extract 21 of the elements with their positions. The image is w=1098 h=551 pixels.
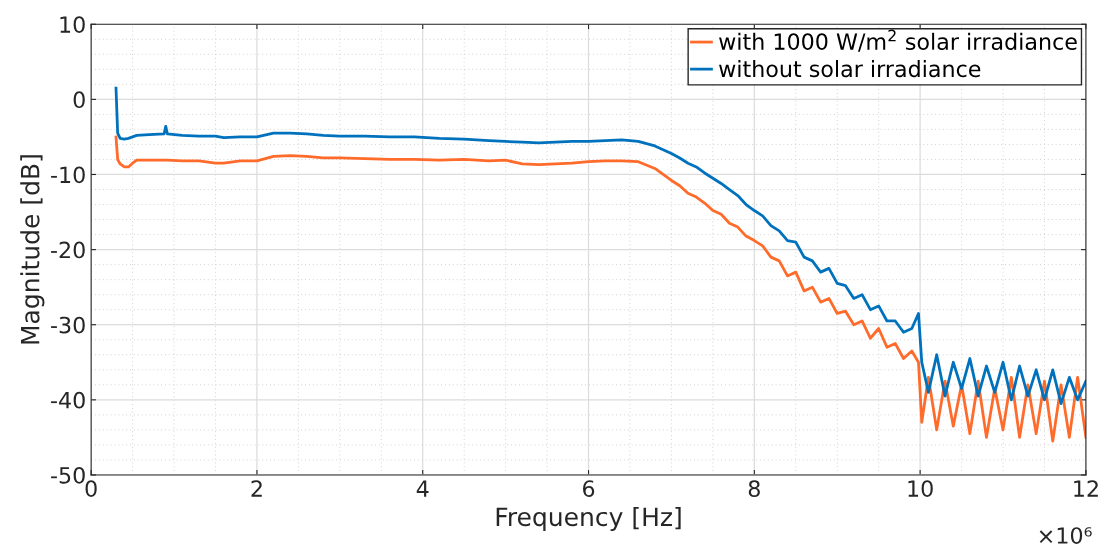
x-tick-label: 4 bbox=[416, 480, 429, 497]
x-tick-label: 12 bbox=[1074, 480, 1098, 497]
y-tick-label: -50 bbox=[51, 466, 85, 484]
x-tick-label: 2 bbox=[251, 480, 262, 497]
y-tick-label: 0 bbox=[73, 91, 85, 109]
line-series bbox=[114, 135, 1086, 443]
x-tick-label: 8 bbox=[748, 480, 760, 498]
y-tick-label: -10 bbox=[51, 166, 85, 184]
x-tick-label: 6 bbox=[583, 480, 595, 498]
legend-label: without solar irradiance bbox=[719, 60, 981, 78]
x-tick-label: 0 bbox=[85, 480, 97, 498]
line-series bbox=[114, 86, 1086, 405]
y-tick-label: -20 bbox=[51, 241, 85, 259]
y-tick-label: -30 bbox=[51, 316, 85, 334]
y-tick-label: 10 bbox=[60, 16, 85, 33]
x-tick-label: 10 bbox=[908, 480, 933, 498]
text: ×10⁶ bbox=[1039, 527, 1092, 544]
y-axis-title: Magnitude [dB] bbox=[20, 155, 45, 344]
legend-label: with 1000 W/m$^{2}$ solar irradiance bbox=[719, 29, 1077, 52]
x-axis-title: Frequency [Hz] bbox=[496, 506, 681, 532]
y-tick-label: -40 bbox=[51, 391, 85, 409]
